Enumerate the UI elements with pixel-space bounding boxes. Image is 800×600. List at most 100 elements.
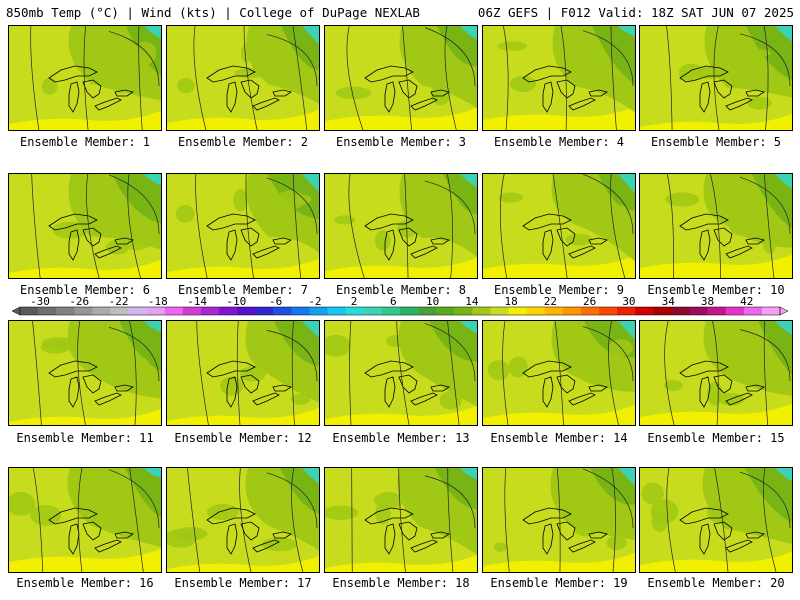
temperature-blob	[272, 54, 289, 66]
height-contour	[712, 321, 719, 425]
colorbar-swatch	[38, 307, 57, 315]
lake-outline	[713, 227, 733, 247]
height-contour	[138, 26, 143, 130]
height-contour	[762, 468, 777, 572]
warm-band	[167, 555, 319, 572]
colorbar-swatch	[237, 307, 256, 315]
height-contour	[610, 26, 617, 130]
lake-outline	[68, 523, 80, 555]
lake-outline	[556, 521, 576, 541]
lake-outline	[679, 65, 729, 83]
temperature-blob	[386, 335, 405, 347]
coolest-area	[618, 174, 635, 194]
height-contour	[266, 330, 318, 382]
height-contour	[108, 326, 160, 382]
height-contour	[402, 26, 412, 130]
lake-outline	[94, 97, 122, 111]
height-contour	[763, 321, 769, 425]
lake-outline	[522, 65, 572, 83]
member-caption: Ensemble Member: 18	[332, 576, 470, 590]
height-contour	[291, 468, 304, 572]
colorbar-tick-label: -6	[269, 296, 282, 308]
member-caption: Ensemble Member: 6	[19, 283, 151, 297]
coolest-area	[302, 468, 319, 484]
height-contour	[398, 468, 406, 572]
height-contour	[556, 468, 561, 572]
lake-outline	[114, 237, 134, 245]
temperature-blob	[439, 391, 462, 410]
temperature-blob	[564, 361, 577, 370]
height-contour	[77, 468, 83, 572]
height-contour	[77, 321, 86, 425]
ensemble-member-map	[324, 173, 478, 279]
lake-outline	[725, 97, 753, 111]
lake-outline	[272, 384, 292, 392]
height-contour	[446, 174, 453, 278]
lake-outline	[430, 384, 450, 392]
height-contour	[30, 26, 40, 130]
height-contour	[129, 468, 144, 572]
colorbar-swatch	[309, 307, 328, 315]
height-contour	[664, 321, 675, 425]
temperature-blob	[133, 41, 157, 65]
warm-band	[9, 110, 161, 130]
lake-outline	[68, 81, 80, 113]
lake-outline	[588, 89, 608, 97]
warm-band	[9, 548, 161, 572]
colorbar-swatch	[635, 307, 654, 315]
height-contour	[351, 468, 353, 572]
lake-outline	[568, 392, 596, 406]
lake-outline	[725, 392, 753, 406]
member-caption: Ensemble Member: 10	[647, 283, 785, 297]
temperature-blob	[573, 517, 600, 537]
height-contour	[31, 174, 41, 278]
lake-outline	[206, 213, 256, 231]
height-contour	[447, 468, 454, 572]
ensemble-member-map	[166, 467, 320, 573]
temperature-blob	[174, 526, 208, 541]
colorbar-swatch	[255, 307, 274, 315]
height-contour	[667, 174, 674, 278]
colorbar-swatch	[92, 307, 111, 315]
height-contour	[239, 468, 252, 572]
lake-outline	[542, 523, 554, 555]
height-contour	[560, 26, 567, 130]
lake-outline	[522, 360, 572, 378]
height-contour	[292, 26, 308, 130]
lake-outline	[398, 521, 418, 541]
coolest-area	[144, 321, 161, 332]
colorbar-swatch	[327, 307, 347, 315]
lake-outline	[114, 531, 134, 539]
height-contour	[196, 321, 209, 425]
lake-outline	[568, 97, 596, 111]
warm-band	[640, 403, 792, 425]
coolest-area	[144, 26, 161, 39]
colorbar-tick-label: -30	[30, 296, 50, 308]
lake-outline	[522, 507, 572, 525]
height-contour	[763, 174, 775, 278]
lake-outline	[240, 227, 260, 247]
colorbar-swatch	[20, 307, 39, 315]
cooler-core	[125, 468, 161, 518]
height-contour	[187, 468, 201, 572]
temperature-blob	[665, 192, 700, 207]
lake-outline	[745, 237, 765, 245]
lake-outline	[745, 89, 765, 97]
temperature-blob	[593, 204, 629, 214]
cooler-core	[435, 468, 477, 509]
lake-outline	[588, 531, 608, 539]
coolest-area	[302, 174, 319, 192]
lake-outline	[745, 384, 765, 392]
member-caption: Ensemble Member: 13	[332, 431, 470, 445]
ensemble-member-map	[482, 25, 636, 131]
lake-outline	[568, 539, 596, 553]
lake-outline	[522, 213, 572, 231]
height-contour	[763, 26, 769, 130]
cooler-core	[274, 321, 319, 367]
lake-outline	[699, 81, 711, 113]
colorbar-swatch	[273, 307, 292, 315]
coolest-area	[460, 321, 477, 334]
height-contour	[32, 468, 44, 572]
colorbar-swatch	[689, 307, 708, 315]
height-contour	[266, 472, 318, 529]
